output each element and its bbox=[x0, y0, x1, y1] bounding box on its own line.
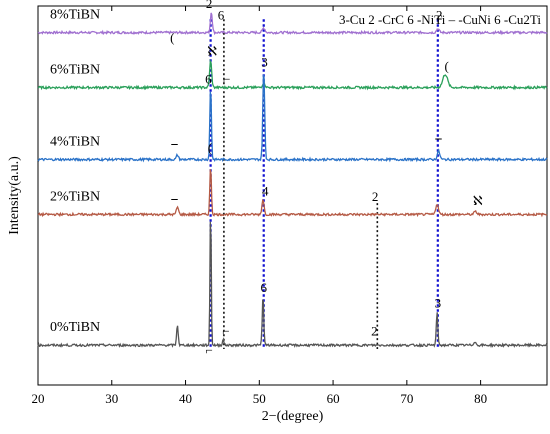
x-tick-label: 40 bbox=[179, 391, 192, 406]
peak-annotation: 6 bbox=[260, 280, 267, 295]
peak-annotation: ℵ bbox=[207, 43, 217, 58]
series-group bbox=[37, 12, 548, 349]
series-label: 6%TiBN bbox=[50, 62, 100, 77]
series-label: 4%TiBN bbox=[50, 134, 100, 149]
series-line bbox=[37, 12, 548, 36]
plot-frame-border bbox=[37, 5, 548, 386]
reference-lines bbox=[209, 19, 439, 349]
series-label: 8%TiBN bbox=[50, 8, 100, 23]
plot-frame bbox=[37, 5, 548, 386]
peak-annotation: 2 bbox=[206, 0, 213, 11]
peak-annotation: 6 bbox=[218, 7, 225, 22]
series-line bbox=[37, 169, 548, 218]
series-line bbox=[37, 58, 548, 91]
x-tick-label: 20 bbox=[32, 391, 45, 406]
peak-annotation: ⌐ bbox=[223, 72, 230, 87]
x-axis-title: 2−(degree) bbox=[262, 409, 324, 424]
peak-annotation: 4 bbox=[262, 184, 269, 199]
peak-annotation: ⎯ bbox=[435, 130, 442, 145]
peak-annotation: 3 bbox=[261, 55, 268, 70]
peak-annotation: ⌐ bbox=[205, 343, 212, 358]
peak-annotation: ⌐ bbox=[222, 324, 229, 339]
x-axis-ticks: 20 30 40 50 60 70 80 bbox=[32, 6, 487, 406]
x-tick-label: 80 bbox=[474, 391, 487, 406]
peak-annotation: ( bbox=[445, 58, 449, 73]
x-tick-label: 50 bbox=[253, 391, 266, 406]
peak-annotation: 2 bbox=[372, 189, 379, 204]
x-tick-label: 60 bbox=[327, 391, 340, 406]
peak-annotation: 3 bbox=[435, 295, 442, 310]
phase-legend-text: 3-Cu 2 -CrC 6 -NiTi – -CuNi 6 -Cu2Ti bbox=[339, 12, 541, 27]
series-line bbox=[37, 221, 548, 349]
series-label: 2%TiBN bbox=[50, 189, 100, 204]
peak-annotation: 2 bbox=[371, 324, 378, 339]
series-labels: 8%TiBN 6%TiBN 4%TiBN 2%TiBN 0%TiBN bbox=[50, 8, 100, 336]
peak-annotation: ( bbox=[208, 140, 212, 155]
peak-annotation: ⎯ bbox=[171, 191, 178, 206]
peak-annotation: ⎯ bbox=[171, 136, 178, 151]
series-line bbox=[37, 74, 548, 163]
series-label: 0%TiBN bbox=[50, 320, 100, 335]
peak-annotation: ℵ bbox=[473, 193, 483, 208]
y-axis-title: Intensity(a.u.) bbox=[7, 156, 22, 235]
peak-annotation: 2 bbox=[436, 7, 443, 22]
x-tick-label: 70 bbox=[400, 391, 413, 406]
peak-annotation: ( bbox=[170, 30, 174, 45]
peak-annotation: 6 bbox=[205, 72, 212, 87]
x-tick-label: 30 bbox=[105, 391, 118, 406]
